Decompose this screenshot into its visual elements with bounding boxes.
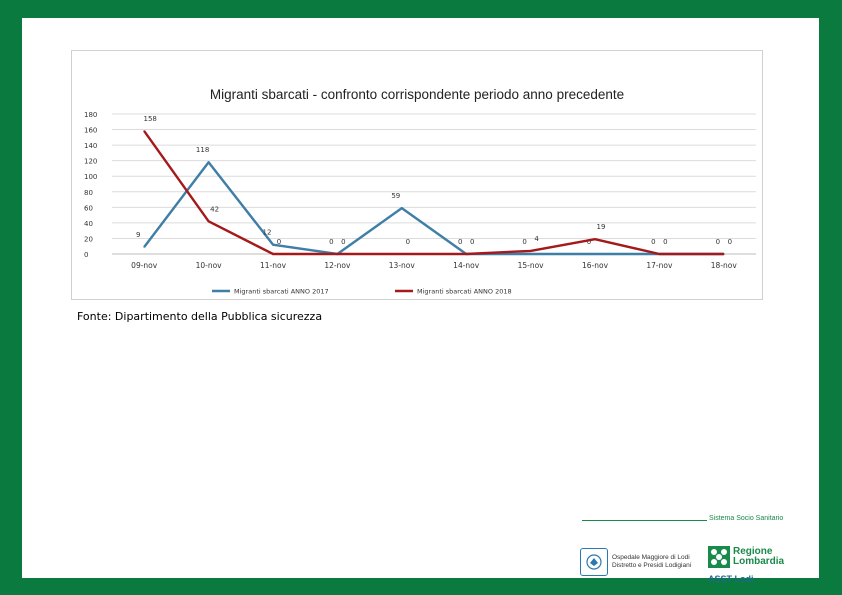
y-tick-label: 180 <box>84 111 97 119</box>
data-point <box>207 220 210 223</box>
data-point <box>401 207 403 209</box>
x-tick-label: 13-nov <box>389 261 416 270</box>
data-point <box>143 246 145 248</box>
source-note: Fonte: Dipartimento della Pubblica sicur… <box>77 310 323 323</box>
sistema-socio-sanitario-label: Sistema Socio Sanitario <box>709 515 784 522</box>
data-label: 0 <box>329 238 333 246</box>
y-tick-label: 100 <box>84 173 97 181</box>
data-point <box>401 253 403 255</box>
data-label: 0 <box>728 238 732 246</box>
hospital-logo: Ospedale Maggiore di Lodi Distretto e Pr… <box>580 548 691 576</box>
data-label: 0 <box>663 238 667 246</box>
y-tick-label: 140 <box>84 142 97 150</box>
data-point <box>272 243 274 246</box>
series-line-2017 <box>143 161 724 256</box>
data-point <box>594 253 596 255</box>
data-point <box>529 253 532 255</box>
x-tick-label: 12-nov <box>324 261 351 270</box>
data-label: 118 <box>196 146 209 154</box>
hospital-district: Distretto e Presidi Lodigiani <box>612 562 692 569</box>
y-tick-label: 120 <box>84 158 97 166</box>
data-label: 9 <box>136 231 140 239</box>
data-label: 0 <box>716 238 720 246</box>
x-tick-label: 09-nov <box>131 261 158 270</box>
chart-title: Migranti sbarcati - confronto corrispond… <box>210 87 624 102</box>
line-chart: Migranti sbarcati - confronto corrispond… <box>84 87 756 296</box>
data-point <box>143 130 145 132</box>
series-line-2018 <box>143 130 724 256</box>
y-tick-label: 60 <box>84 204 93 212</box>
x-tick-label: 11-nov <box>260 261 287 270</box>
data-label: 0 <box>458 238 462 246</box>
x-tick-label: 17-nov <box>646 261 673 270</box>
x-tick-label: 14-nov <box>453 261 480 270</box>
data-point <box>207 161 210 164</box>
data-point <box>336 253 339 255</box>
legend-entry: Migranti sbarcati ANNO 2017 <box>234 288 329 296</box>
data-label: 158 <box>144 115 157 123</box>
data-point <box>658 253 661 255</box>
data-label: 12 <box>263 229 272 237</box>
footer-divider <box>582 520 707 521</box>
data-label: 0 <box>470 238 474 246</box>
data-label: 59 <box>391 192 400 200</box>
data-label: 0 <box>406 238 410 246</box>
lombardia-label: Lombardia <box>733 556 785 567</box>
x-tick-label: 16-nov <box>582 261 609 270</box>
x-tick-label: 15-nov <box>518 261 545 270</box>
data-label: 0 <box>341 238 345 246</box>
data-label: 0 <box>277 238 281 246</box>
y-tick-label: 0 <box>84 251 88 259</box>
data-label: 42 <box>210 205 219 213</box>
data-point <box>272 253 274 255</box>
hospital-emblem-icon <box>580 548 608 576</box>
data-label: 19 <box>597 223 606 231</box>
y-tick-label: 80 <box>84 189 93 197</box>
y-tick-label: 160 <box>84 127 97 135</box>
data-point <box>529 250 532 252</box>
data-point <box>465 253 468 255</box>
x-tick-label: 18-nov <box>711 261 738 270</box>
hospital-name: Ospedale Maggiore di Lodi <box>612 554 690 561</box>
slide: Migranti sbarcati - confronto corrispond… <box>22 18 819 584</box>
data-point <box>594 238 596 241</box>
y-tick-label: 40 <box>84 220 93 228</box>
data-label: 4 <box>534 235 539 243</box>
x-tick-label: 10-nov <box>196 261 223 270</box>
data-label: 0 <box>522 238 526 246</box>
data-label: 0 <box>651 238 655 246</box>
y-tick-label: 20 <box>84 235 93 243</box>
data-label: 0 <box>587 238 591 246</box>
legend-entry: Migranti sbarcati ANNO 2018 <box>417 288 512 296</box>
asst-lodi-label: ASST Lodi <box>708 574 754 584</box>
regione-label: Regione <box>733 546 773 557</box>
data-point <box>723 253 725 255</box>
regione-rose-icon <box>708 546 730 568</box>
chart-frame: Migranti sbarcati - confronto corrispond… <box>71 50 763 300</box>
regione-lombardia-logo: Regione Lombardia <box>708 546 784 568</box>
